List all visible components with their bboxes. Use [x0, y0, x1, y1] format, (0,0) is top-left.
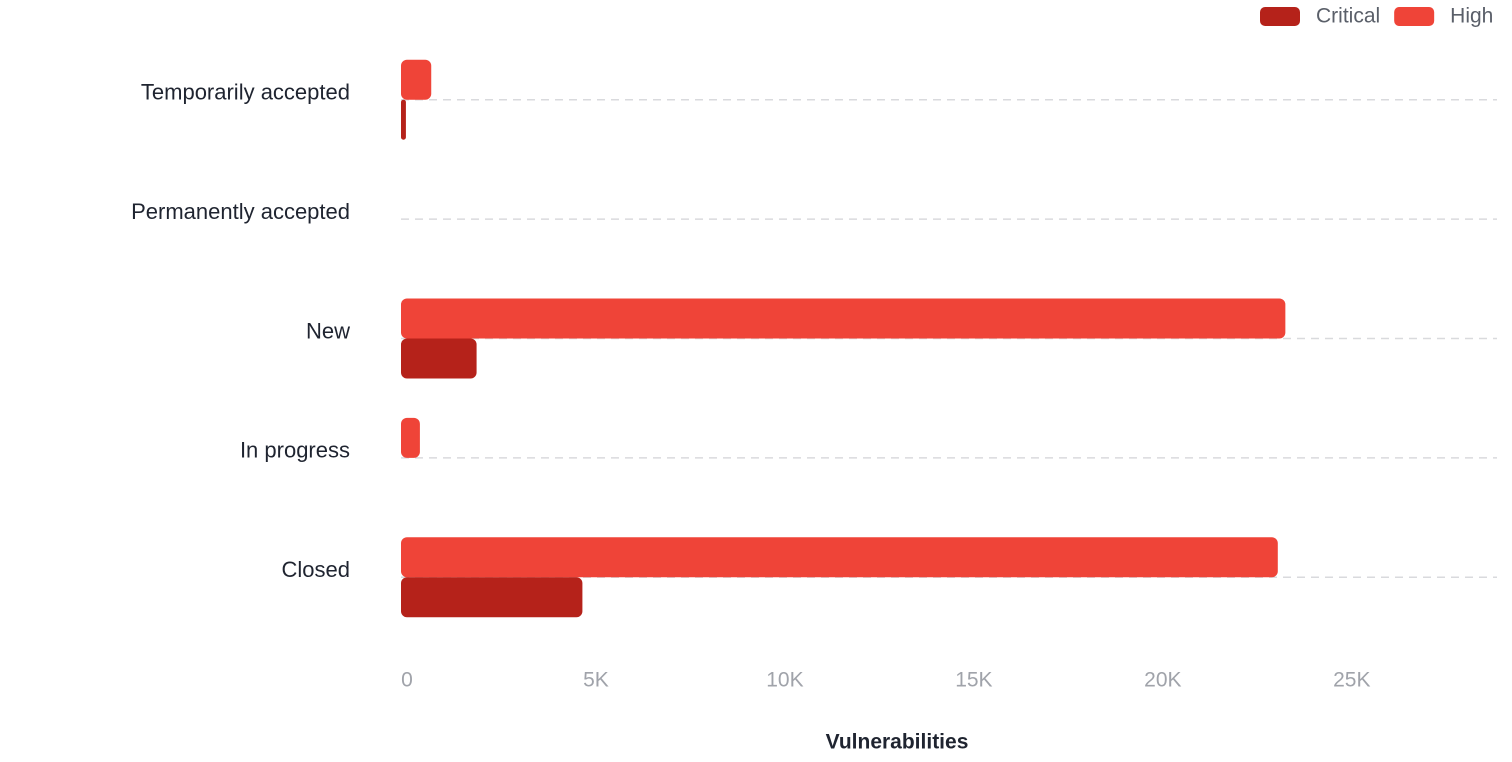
bar [401, 417, 420, 458]
x-tick-label: 25K [1333, 669, 1370, 692]
bar [401, 577, 583, 618]
legend-label: Critical [1316, 5, 1380, 28]
legend-swatch [1394, 7, 1435, 26]
y-tick-label: Permanently accepted [131, 199, 350, 224]
x-tick-label: 15K [955, 669, 992, 692]
y-tick-label: In progress [240, 438, 350, 463]
x-tick-label: 20K [1144, 669, 1181, 692]
y-tick-label: Closed [282, 557, 350, 582]
bar [401, 59, 432, 100]
legend-label: High [1450, 5, 1493, 28]
x-tick-label: 5K [583, 669, 609, 692]
x-tick-label: 0 [401, 669, 413, 692]
y-tick-label: Temporarily accepted [141, 80, 350, 105]
x-tick-label: 10K [766, 669, 803, 692]
bar [401, 298, 1286, 339]
bar [401, 338, 477, 379]
bar [401, 99, 406, 140]
legend-swatch [1260, 7, 1300, 26]
x-axis-title: Vulnerabilities [826, 731, 969, 754]
y-tick-label: New [306, 318, 350, 343]
bar [401, 537, 1278, 578]
